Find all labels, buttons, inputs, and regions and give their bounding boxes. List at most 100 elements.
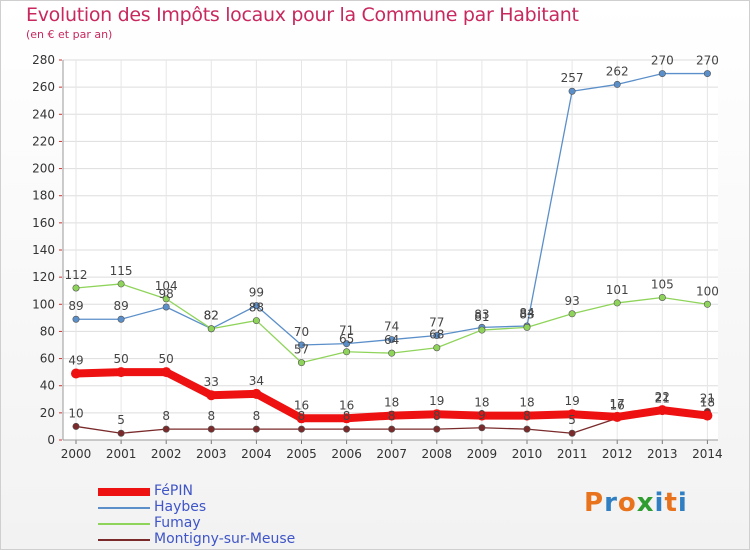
y-tick-label: 200 (32, 162, 55, 176)
data-point-haybes (568, 87, 576, 95)
data-label-haybes: 257 (561, 71, 584, 85)
data-point-f-pin (702, 410, 713, 421)
legend-label-fumay: Fumay (154, 515, 201, 531)
data-point-haybes (433, 331, 441, 339)
x-tick-label: 2011 (557, 447, 588, 461)
data-point-f-pin (341, 413, 352, 424)
data-point-f-pin (522, 410, 532, 421)
data-label-fumay: 101 (606, 283, 629, 297)
data-label-montigny-sur-meuse: 8 (433, 409, 441, 423)
data-label-haybes: 77 (429, 316, 444, 330)
data-point-haybes (613, 80, 621, 88)
data-label-montigny-sur-meuse: 10 (68, 406, 83, 420)
data-point-montigny-sur-meuse (523, 425, 531, 433)
x-tick-label: 2007 (376, 447, 407, 461)
data-point-montigny-sur-meuse (297, 425, 305, 433)
data-point-haybes (703, 70, 711, 78)
data-label-f-pin: 50 (113, 352, 128, 366)
y-tick-label: 220 (32, 134, 55, 148)
x-tick-label: 2010 (512, 447, 543, 461)
y-tick-label: 240 (32, 107, 55, 121)
data-label-montigny-sur-meuse: 21 (655, 392, 670, 406)
data-point-f-pin (476, 410, 487, 421)
data-label-fumay: 65 (339, 332, 354, 346)
x-tick-label: 2014 (692, 447, 723, 461)
x-tick-label: 2009 (467, 447, 498, 461)
data-label-haybes: 89 (68, 299, 83, 313)
y-tick-label: 140 (32, 243, 55, 257)
y-tick-label: 20 (40, 406, 55, 420)
data-point-fumay (613, 299, 621, 307)
data-point-montigny-sur-meuse (162, 425, 170, 433)
data-label-fumay: 64 (384, 333, 399, 347)
data-point-haybes (252, 302, 260, 310)
data-point-fumay (297, 359, 305, 367)
proxiti-logo: Proxiti (584, 488, 688, 518)
data-point-f-pin (567, 409, 578, 420)
chart-subtitle: (en € et par an) (26, 28, 113, 41)
data-point-fumay (252, 317, 260, 325)
y-tick-label: 40 (40, 379, 55, 393)
data-point-fumay (343, 348, 351, 356)
data-point-f-pin (116, 367, 127, 378)
data-label-f-pin: 18 (474, 396, 489, 410)
x-tick-label: 2001 (106, 447, 137, 461)
data-label-haybes: 82 (204, 309, 219, 323)
data-label-montigny-sur-meuse: 5 (117, 413, 125, 427)
x-tick-label: 2003 (196, 447, 227, 461)
data-point-montigny-sur-meuse (433, 425, 441, 433)
data-point-fumay (478, 326, 486, 334)
data-point-haybes (658, 70, 666, 78)
data-point-f-pin (386, 410, 397, 421)
data-point-fumay (72, 284, 80, 292)
x-tick-label: 2002 (151, 447, 182, 461)
data-label-fumay: 57 (294, 343, 309, 357)
data-point-f-pin (71, 368, 81, 379)
data-point-haybes (388, 336, 396, 344)
data-point-fumay (658, 293, 666, 301)
legend-swatch-fepin (98, 488, 150, 496)
data-point-montigny-sur-meuse (72, 422, 80, 430)
data-label-f-pin: 33 (204, 375, 219, 389)
data-point-montigny-sur-meuse (343, 425, 351, 433)
data-label-f-pin: 17 (610, 397, 625, 411)
y-tick-label: 160 (32, 216, 55, 230)
data-point-montigny-sur-meuse (388, 425, 396, 433)
data-point-haybes (162, 303, 170, 311)
legend-swatch-montigny (98, 539, 150, 541)
data-label-f-pin: 16 (294, 398, 309, 412)
data-label-f-pin: 16 (339, 398, 354, 412)
data-point-montigny-sur-meuse (252, 425, 260, 433)
data-point-fumay (388, 349, 396, 357)
x-tick-label: 2012 (602, 447, 633, 461)
data-point-haybes (297, 341, 305, 349)
x-tick-label: 2006 (331, 447, 362, 461)
data-point-f-pin (161, 367, 172, 378)
data-label-f-pin: 18 (384, 396, 399, 410)
data-label-fumay: 68 (429, 328, 444, 342)
data-label-f-pin: 50 (159, 352, 174, 366)
y-tick-label: 260 (32, 80, 55, 94)
data-point-haybes (72, 315, 80, 323)
data-label-f-pin: 18 (519, 396, 534, 410)
data-point-montigny-sur-meuse (207, 425, 215, 433)
data-label-haybes: 270 (651, 54, 674, 68)
data-point-fumay (117, 280, 125, 288)
data-point-f-pin (612, 411, 623, 422)
data-point-fumay (703, 300, 711, 308)
data-label-montigny-sur-meuse: 8 (207, 409, 215, 423)
legend-label-fepin: FéPIN (154, 483, 193, 499)
data-point-montigny-sur-meuse (478, 424, 486, 432)
data-point-haybes (117, 315, 125, 323)
data-label-fumay: 115 (110, 264, 133, 278)
data-label-montigny-sur-meuse: 8 (298, 409, 306, 423)
legend-label-montigny: Montigny-sur-Meuse (154, 531, 296, 547)
data-label-haybes: 89 (113, 299, 128, 313)
data-label-f-pin: 19 (564, 394, 579, 408)
data-label-f-pin: 49 (68, 354, 83, 368)
data-label-fumay: 105 (651, 278, 674, 292)
data-label-montigny-sur-meuse: 8 (343, 409, 351, 423)
y-tick-label: 120 (32, 270, 55, 284)
legend-swatch-haybes (98, 507, 150, 509)
data-label-f-pin: 19 (429, 394, 444, 408)
